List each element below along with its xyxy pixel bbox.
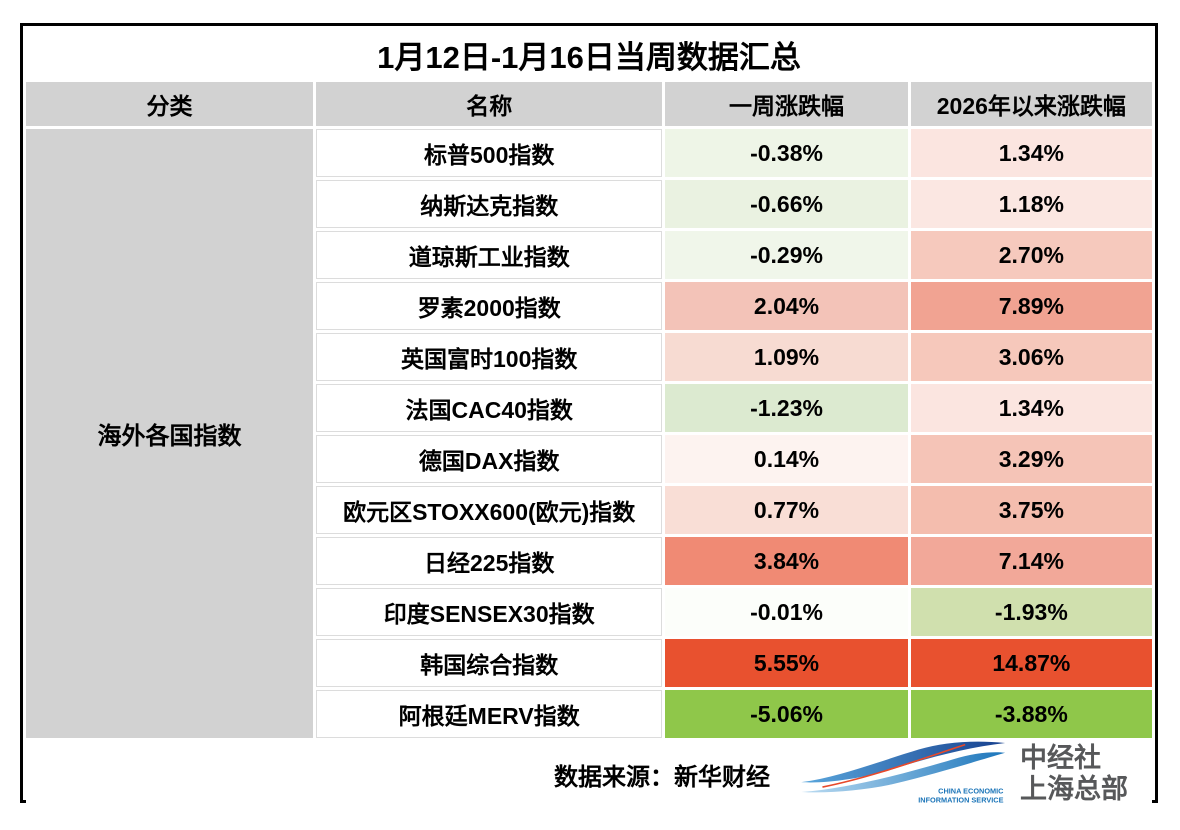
table-row: 纳斯达克指数 -0.66% 1.18% <box>26 180 1152 228</box>
ytd-change-cell: 2.70% <box>910 231 1152 279</box>
table-row: 印度SENSEX30指数 -0.01% -1.93% <box>26 588 1152 636</box>
index-name-cell: 法国CAC40指数 <box>316 384 663 432</box>
index-name-cell: 日经225指数 <box>316 537 663 585</box>
ytd-change-cell: 1.18% <box>910 180 1152 228</box>
logo-branch-line: 上海总部 <box>1020 774 1128 804</box>
week-change-cell: 1.09% <box>665 333 908 381</box>
table-row: 法国CAC40指数 -1.23% 1.34% <box>26 384 1152 432</box>
week-change-cell: -0.01% <box>665 588 908 636</box>
index-name-cell: 道琼斯工业指数 <box>316 231 663 279</box>
week-change-cell: -1.23% <box>665 384 908 432</box>
week-change-cell: 3.84% <box>665 537 908 585</box>
index-name-cell: 标普500指数 <box>316 129 663 177</box>
week-change-cell: 0.77% <box>665 486 908 534</box>
logo-caption-line1: CHINA ECONOMIC <box>938 787 1004 796</box>
column-header-category: 分类 <box>26 82 314 126</box>
ytd-change-cell: -3.88% <box>910 690 1152 738</box>
table-row: 韩国综合指数 5.55% 14.87% <box>26 639 1152 687</box>
ytd-change-cell: 7.14% <box>910 537 1152 585</box>
title-row: 1月12日-1月16日当周数据汇总 <box>26 29 1152 79</box>
ytd-change-cell: 3.29% <box>910 435 1152 483</box>
table-row: 海外各国指数 标普500指数 -0.38% 1.34% <box>26 129 1152 738</box>
logo-org-name: 中经社 上海总部 <box>1020 743 1128 805</box>
data-source-label: 数据来源：新华财经 <box>554 763 770 791</box>
week-change-cell: -0.29% <box>665 231 908 279</box>
ceis-logo: CHINA ECONOMIC INFORMATION SERVICE 中经社 上… <box>798 741 1128 807</box>
ytd-change-cell: 3.75% <box>910 486 1152 534</box>
index-name-cell: 阿根廷MERV指数 <box>316 690 663 738</box>
week-change-cell: -0.66% <box>665 180 908 228</box>
ytd-change-cell: 1.34% <box>910 129 1152 177</box>
index-name-cell: 德国DAX指数 <box>316 435 663 483</box>
table-body: 1月12日-1月16日当周数据汇总 分类 名称 一周涨跌幅 2026年以来涨跌幅… <box>26 29 1152 807</box>
table-frame: 1月12日-1月16日当周数据汇总 分类 名称 一周涨跌幅 2026年以来涨跌幅… <box>20 23 1158 807</box>
ytd-change-cell: -1.93% <box>910 588 1152 636</box>
column-header-ytd-change: 2026年以来涨跌幅 <box>910 82 1152 126</box>
column-header-week-change: 一周涨跌幅 <box>665 82 908 126</box>
ytd-change-cell: 1.34% <box>910 384 1152 432</box>
table-row: 罗素2000指数 2.04% 7.89% <box>26 282 1152 330</box>
category-cell: 海外各国指数 <box>26 129 314 738</box>
table-row: 阿根廷MERV指数 -5.06% -3.88% <box>26 690 1152 738</box>
index-name-cell: 韩国综合指数 <box>316 639 663 687</box>
table-row: 德国DAX指数 0.14% 3.29% <box>26 435 1152 483</box>
week-change-cell: 0.14% <box>665 435 908 483</box>
footer: 数据来源：新华财经 <box>26 741 1152 807</box>
week-change-cell: 2.04% <box>665 282 908 330</box>
weekly-data-table: 1月12日-1月16日当周数据汇总 分类 名称 一周涨跌幅 2026年以来涨跌幅… <box>23 26 1155 810</box>
index-name-cell: 欧元区STOXX600(欧元)指数 <box>316 486 663 534</box>
ytd-change-cell: 7.89% <box>910 282 1152 330</box>
table-row: 欧元区STOXX600(欧元)指数 0.77% 3.75% <box>26 486 1152 534</box>
index-name-cell: 印度SENSEX30指数 <box>316 588 663 636</box>
header-row: 分类 名称 一周涨跌幅 2026年以来涨跌幅 <box>26 82 1152 126</box>
logo-org-line: 中经社 <box>1020 742 1101 773</box>
table-row: 日经225指数 3.84% 7.14% <box>26 537 1152 585</box>
table-row: 道琼斯工业指数 -0.29% 2.70% <box>26 231 1152 279</box>
column-header-name: 名称 <box>316 82 663 126</box>
index-name-cell: 纳斯达克指数 <box>316 180 663 228</box>
week-change-cell: 5.55% <box>665 639 908 687</box>
page-title: 1月12日-1月16日当周数据汇总 <box>26 29 1152 79</box>
index-name-cell: 英国富时100指数 <box>316 333 663 381</box>
week-change-cell: -0.38% <box>665 129 908 177</box>
swoosh-logo-icon: CHINA ECONOMIC INFORMATION SERVICE <box>801 741 1006 805</box>
week-change-cell: -5.06% <box>665 690 908 738</box>
index-name-cell: 罗素2000指数 <box>316 282 663 330</box>
footer-row: 数据来源：新华财经 <box>26 741 1152 807</box>
logo-caption-line2: INFORMATION SERVICE <box>918 796 1003 805</box>
ytd-change-cell: 3.06% <box>910 333 1152 381</box>
ytd-change-cell: 14.87% <box>910 639 1152 687</box>
table-row: 英国富时100指数 1.09% 3.06% <box>26 333 1152 381</box>
